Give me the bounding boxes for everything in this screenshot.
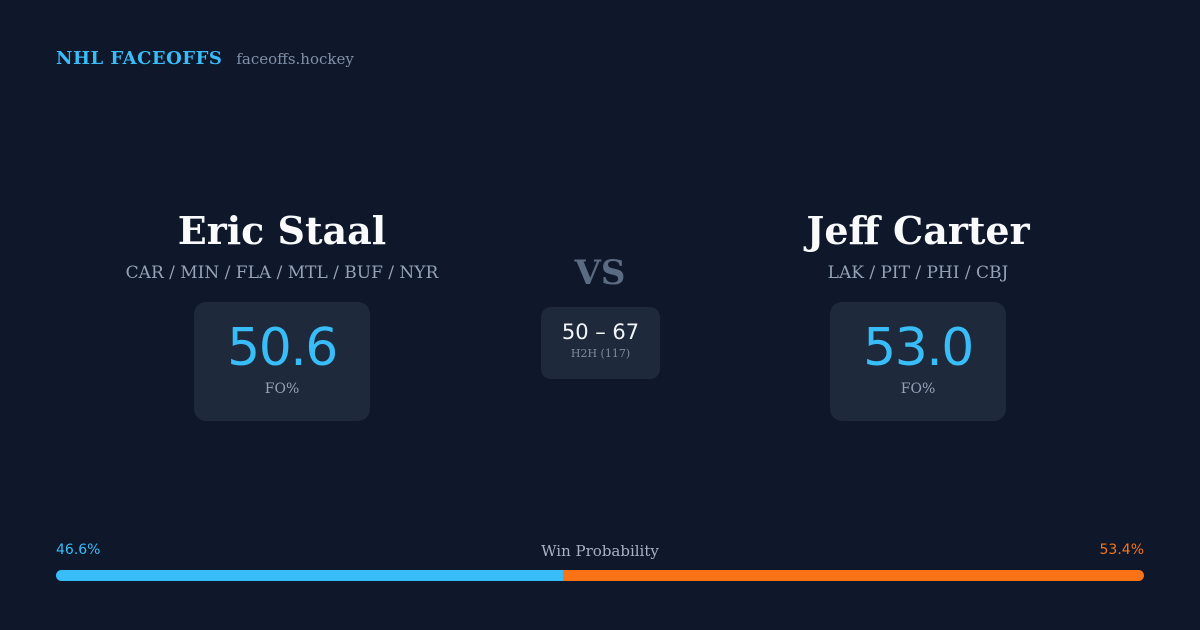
win-probability-title: Win Probability [541, 542, 659, 560]
head-to-head-score: 50 – 67 [561, 320, 640, 344]
win-probability-bar [56, 570, 1144, 581]
site-domain: faceoffs.hockey [236, 50, 354, 68]
player-right-fo-label: FO% [900, 381, 936, 397]
player-right-fo-value: 53.0 [863, 318, 974, 378]
player-left-panel: Eric Staal CAR / MIN / FLA / MTL / BUF /… [72, 204, 492, 421]
player-right-stat-card: 53.0 FO% [830, 302, 1006, 421]
site-header: NHL FACEOFFS faceoffs.hockey [56, 48, 354, 74]
player-right-name: Jeff Carter [806, 208, 1030, 253]
win-probability-bar-left [56, 570, 563, 581]
player-left-name: Eric Staal [177, 208, 387, 253]
win-probability-labels: 46.6% Win Probability 53.4% [56, 542, 1144, 562]
player-left-teams: CAR / MIN / FLA / MTL / BUF / NYR [125, 263, 439, 283]
player-right-panel: Jeff Carter LAK / PIT / PHI / CBJ 53.0 F… [708, 204, 1128, 421]
player-left-fo-label: FO% [264, 381, 300, 397]
player-left-fo-value: 50.6 [227, 318, 338, 378]
player-left-stat-card: 50.6 FO% [194, 302, 370, 421]
win-probability-bar-right [563, 570, 1144, 581]
head-to-head-label: H2H (117) [570, 347, 631, 360]
player-right-teams: LAK / PIT / PHI / CBJ [827, 263, 1009, 283]
brand-title: NHL FACEOFFS [56, 48, 223, 69]
win-probability-right-value: 53.4% [1099, 542, 1144, 558]
win-probability-left-value: 46.6% [56, 542, 101, 558]
head-to-head-card: 50 – 67 H2H (117) [541, 307, 660, 379]
versus-label: VS [574, 253, 626, 293]
